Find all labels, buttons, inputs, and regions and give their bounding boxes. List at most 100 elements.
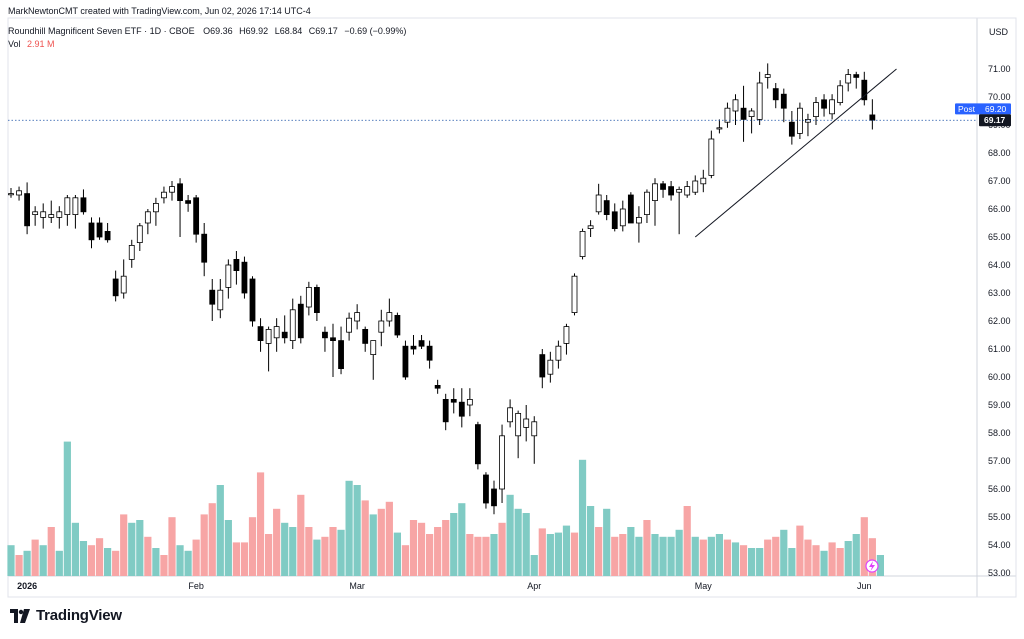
candle-body: [748, 110, 755, 117]
tradingview-logo[interactable]: TradingView: [10, 607, 122, 624]
high-label: H: [239, 26, 246, 36]
volume-bar: [401, 545, 410, 576]
candle-body: [652, 183, 658, 202]
candle-body: [193, 197, 200, 235]
candle: [434, 379, 441, 394]
chart-frame: [7, 17, 1017, 598]
volume-bar: [168, 517, 176, 576]
candle-body: [386, 312, 393, 322]
candle: [869, 99, 876, 130]
candle: [555, 340, 562, 369]
candle-body: [434, 384, 441, 389]
time-tick-label: Feb: [188, 581, 204, 591]
volume-bar: [611, 536, 619, 576]
candle-body: [821, 99, 827, 109]
candle-body: [64, 197, 71, 216]
candle: [861, 71, 868, 106]
volume-series: [7, 441, 884, 576]
volume-bar: [273, 508, 281, 576]
volume-bar: [482, 536, 490, 576]
candle: [72, 195, 79, 229]
volume-bar: [723, 539, 732, 576]
candle: [289, 298, 296, 349]
price-tick-label: 64.00: [988, 260, 1011, 270]
candle-body: [676, 188, 683, 193]
volume-bar: [514, 508, 522, 576]
candle: [507, 399, 514, 428]
candle: [217, 279, 224, 319]
candle-body: [869, 114, 876, 121]
candle-body: [305, 286, 312, 308]
candle: [788, 111, 795, 145]
candle: [539, 349, 546, 389]
time-tick-label: Apr: [527, 581, 541, 591]
volume-bar: [192, 539, 200, 576]
volume-bar: [506, 494, 514, 576]
low-label: L: [275, 26, 280, 36]
candle-body: [225, 264, 232, 288]
volume-bar: [353, 485, 361, 576]
volume-bar: [554, 532, 562, 576]
candle-body: [209, 289, 216, 305]
candle-body: [128, 244, 135, 260]
candle: [249, 276, 256, 327]
candle-body: [16, 190, 22, 196]
candle: [410, 335, 417, 355]
price-tick-label: 53.00: [988, 568, 1011, 578]
candle-body: [829, 99, 835, 115]
overlays: [8, 68, 977, 238]
post-label: Post: [958, 104, 976, 114]
candle-body: [281, 331, 288, 339]
volume-bar: [852, 534, 860, 576]
volume-bar: [176, 545, 184, 576]
vol-label: Vol: [8, 39, 21, 49]
candle: [821, 94, 827, 117]
candle: [571, 273, 578, 316]
candle-body: [724, 107, 731, 123]
candle-body: [797, 107, 803, 134]
volume-bar: [79, 541, 88, 576]
lightning-icon[interactable]: [865, 559, 879, 573]
candle: [209, 279, 216, 321]
candle-body: [805, 119, 811, 123]
candle-body: [313, 286, 320, 313]
volume-bar: [95, 538, 104, 576]
candle-body: [595, 194, 602, 213]
candle: [265, 326, 272, 372]
candle: [619, 200, 626, 232]
candle: [515, 410, 522, 459]
volume-bar: [337, 529, 345, 576]
price-tick-label: 55.00: [988, 512, 1011, 522]
volume-bar: [329, 527, 337, 576]
candle-body: [523, 418, 530, 428]
volume-bar: [361, 500, 369, 576]
candle-body: [756, 82, 763, 120]
candle: [48, 200, 55, 223]
candle-body: [700, 177, 707, 185]
candle-body: [692, 180, 699, 193]
candle-body: [177, 183, 183, 202]
post-price-badge: Post 69.20: [955, 103, 1011, 115]
candle-body: [708, 138, 715, 176]
candle: [684, 181, 691, 198]
candle: [595, 183, 602, 215]
candle: [273, 318, 280, 352]
candle-body: [40, 211, 47, 218]
volume-bar: [844, 541, 852, 576]
candle: [281, 315, 288, 344]
candle: [499, 424, 505, 503]
volume-bar: [570, 532, 579, 576]
candle-body: [297, 303, 304, 339]
volume-bar: [691, 536, 699, 576]
volume-bar: [659, 536, 667, 576]
candle: [627, 192, 634, 224]
candle: [233, 251, 240, 285]
volume-bar: [764, 539, 772, 576]
volume-bar: [772, 536, 780, 576]
volume-bar: [7, 545, 15, 576]
candle-body: [483, 474, 489, 504]
candle: [756, 71, 763, 125]
volume-bar: [627, 527, 635, 576]
candle: [161, 186, 167, 204]
candle: [185, 195, 192, 212]
